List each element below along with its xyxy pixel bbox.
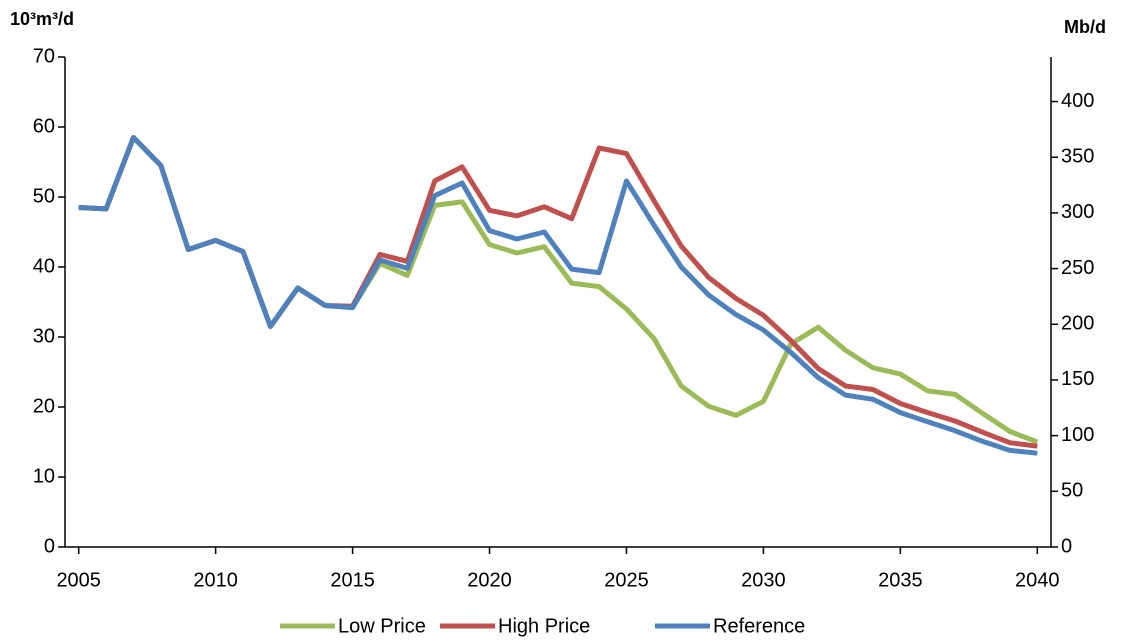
y2-tick-label: 0 [1061,535,1072,557]
y-tick-label: 0 [44,535,55,557]
y2-tick-label: 100 [1061,424,1094,446]
y2-axis-label: Mb/d [1064,17,1106,37]
legend-label: Low Price [338,615,426,637]
x-tick-label: 2005 [56,569,101,591]
y2-tick-label: 150 [1061,368,1094,390]
x-tick-label: 2025 [604,569,649,591]
y-axis-label: 10³m³/d [10,9,74,29]
legend-label: High Price [498,615,590,637]
legend-label: Reference [713,615,805,637]
y2-tick-label: 250 [1061,257,1094,279]
y2-tick-label: 350 [1061,146,1094,168]
x-tick-label: 2015 [330,569,375,591]
y-tick-label: 30 [33,325,55,347]
x-tick-label: 2030 [741,569,786,591]
x-tick-label: 2040 [1015,569,1060,591]
y2-tick-label: 200 [1061,313,1094,335]
y2-tick-label: 400 [1061,90,1094,112]
y2-tick-label: 50 [1061,480,1083,502]
y2-tick-label: 300 [1061,201,1094,223]
x-tick-label: 2020 [467,569,512,591]
x-tick-label: 2010 [193,569,238,591]
y-tick-label: 40 [33,255,55,277]
y-tick-label: 70 [33,45,55,67]
y-tick-label: 50 [33,185,55,207]
y-tick-label: 60 [33,115,55,137]
x-tick-label: 2035 [878,569,923,591]
series-line [78,135,1038,449]
series-line [78,135,1039,445]
y-tick-label: 10 [33,465,55,487]
y-tick-label: 20 [33,395,55,417]
series-line [78,135,1038,456]
